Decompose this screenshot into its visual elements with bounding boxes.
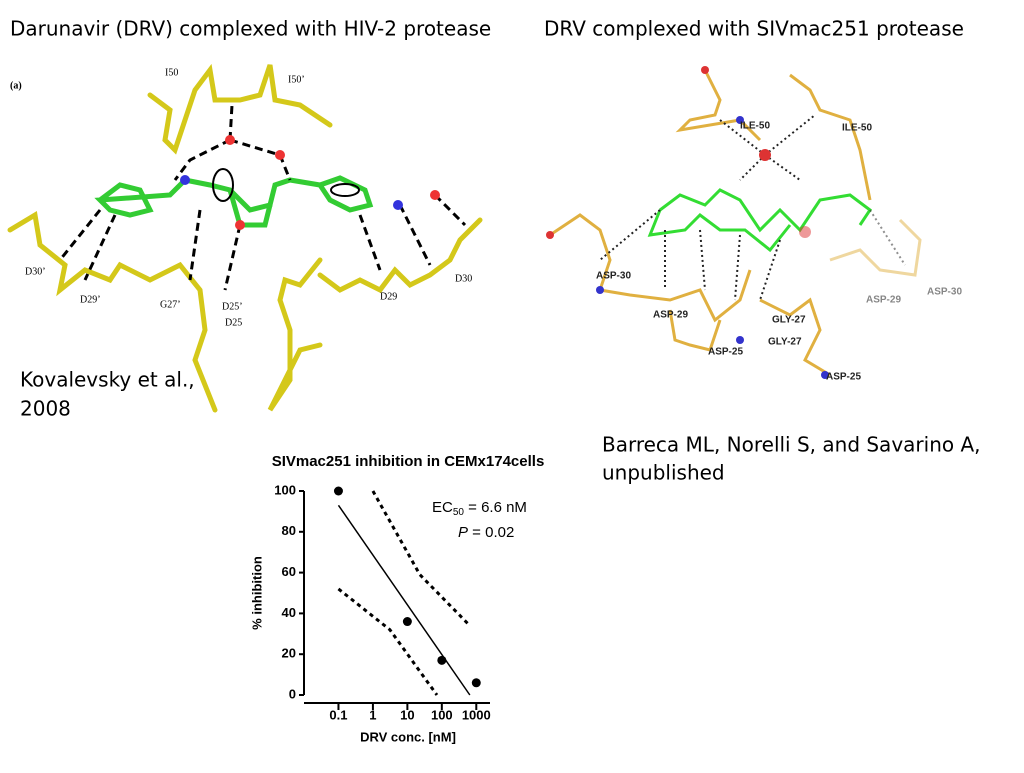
p-annotation: P = 0.02 xyxy=(458,524,514,541)
residue-label: D30’ xyxy=(25,266,46,277)
structure-a xyxy=(7,63,483,413)
residue-label: ASP-29 xyxy=(866,295,901,306)
x-tick-label: 1 xyxy=(369,707,376,722)
p: P xyxy=(458,524,468,541)
residue-label: G27’ xyxy=(160,299,181,310)
ec-sub: 50 xyxy=(453,507,465,518)
y-tick-label: 80 xyxy=(282,523,296,538)
residue-label: I50’ xyxy=(288,74,305,85)
residue-label: ASP-25 xyxy=(826,372,861,383)
residue-label: GLY-27 xyxy=(772,315,806,326)
ec: EC xyxy=(432,499,453,516)
ec-rest: = 6.6 nM xyxy=(464,499,527,516)
x-tick-label: 0.1 xyxy=(329,707,347,722)
residue-label: GLY-27 xyxy=(768,337,802,348)
fit-line xyxy=(337,504,471,696)
x-axis-label: DRV conc. [nM] xyxy=(360,729,456,744)
residue-label: D25 xyxy=(225,317,242,328)
residue-label: I50 xyxy=(165,67,178,78)
chart-title: SIVmac251 inhibition in CEMx174cells xyxy=(272,453,545,470)
y-tick-label: 100 xyxy=(274,482,296,497)
data-point xyxy=(402,617,412,627)
residue-label: ASP-29 xyxy=(653,310,688,321)
residue-label: D29’ xyxy=(80,294,101,305)
right-citation: unpublished xyxy=(602,461,725,485)
ec50-annotation: EC50 = 6.6 nM xyxy=(432,499,527,518)
residue-label: ASP-30 xyxy=(596,271,631,282)
left-citation: 2008 xyxy=(20,397,71,421)
data-point xyxy=(471,678,481,688)
y-tick-label: 20 xyxy=(282,646,296,661)
p-rest: = 0.02 xyxy=(468,524,514,541)
right-title: DRV complexed with SIVmac251 protease xyxy=(544,17,964,41)
x-tick-label: 10 xyxy=(400,707,414,722)
chart: SIVmac251 inhibition in CEMx174cells DRV… xyxy=(249,453,544,744)
y-axis-label: % inhibition xyxy=(249,556,264,630)
y-tick-label: 40 xyxy=(282,605,296,620)
x-tick-label: 100 xyxy=(431,707,453,722)
right-citation: Barreca ML, Norelli S, and Savarino A, xyxy=(602,433,981,457)
residue-label: ASP-25 xyxy=(708,347,743,358)
residue-label: (a) xyxy=(10,80,22,91)
residue-label: D29 xyxy=(380,291,397,302)
structure-b xyxy=(546,66,922,379)
residue-label: ILE-50 xyxy=(842,123,872,134)
residue-label: D30 xyxy=(455,273,472,284)
residue-label: ILE-50 xyxy=(740,121,770,132)
data-point xyxy=(437,655,447,665)
x-tick-label: 1000 xyxy=(462,707,491,722)
fit-line xyxy=(337,587,439,696)
left-title: Darunavir (DRV) complexed with HIV-2 pro… xyxy=(10,17,491,41)
residue-label: D25’ xyxy=(222,301,243,312)
y-tick-label: 0 xyxy=(289,686,296,701)
residue-label: ASP-30 xyxy=(927,287,962,298)
data-point xyxy=(333,486,343,496)
y-tick-label: 60 xyxy=(282,564,296,579)
left-citation: Kovalevsky et al., xyxy=(20,368,195,392)
